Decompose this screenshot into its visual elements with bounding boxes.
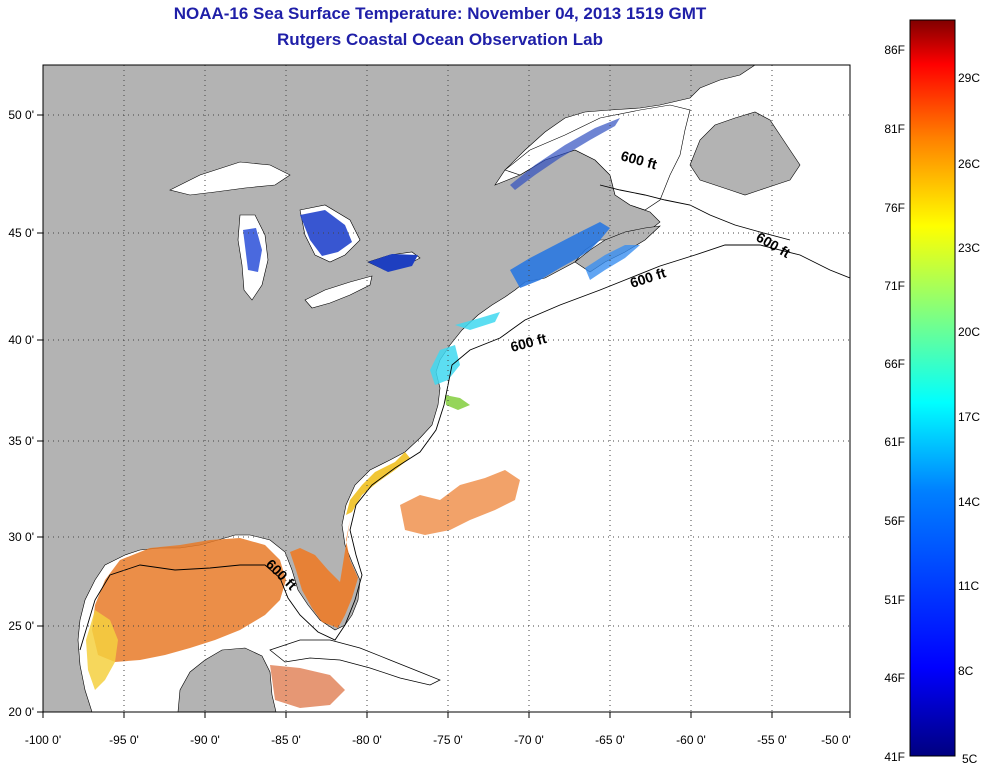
gulf-st-lawrence [504, 104, 691, 211]
sst-lake-michigan [243, 228, 262, 272]
colorbar-f-label: 66F [884, 357, 905, 371]
colorbar-f-label: 51F [884, 593, 905, 607]
sst-florida-east [290, 520, 358, 628]
colorbar-c-label: 26C [958, 157, 980, 171]
sst-st-lawrence [510, 118, 620, 190]
sst-gulf-coast-yellow [86, 610, 118, 690]
sst-lake-ontario [368, 254, 418, 272]
lon-tick-label: -70 0' [514, 733, 544, 747]
axis-ticks [37, 114, 851, 718]
sst-gulf-maine [510, 222, 610, 288]
lat-tick-label: 40 0' [8, 333, 34, 347]
lake-superior [169, 161, 291, 196]
map-frame [42, 64, 851, 713]
lon-tick-label: -55 0' [757, 733, 787, 747]
colorbar-f-label: 56F [884, 514, 905, 528]
lon-tick-label: -100 0' [25, 733, 61, 747]
colorbar-c-label: 14C [958, 495, 980, 509]
colorbar-f-label: 46F [884, 671, 905, 685]
lon-tick-label: -65 0' [595, 733, 625, 747]
colorbar-celsius-labels: 29C 26C 23C 20C 17C 14C 11C 8C 5C [958, 71, 980, 766]
chart-title: NOAA-16 Sea Surface Temperature: Novembe… [173, 4, 707, 23]
sst-scotian-shelf [585, 245, 640, 280]
lat-tick-label: 35 0' [8, 434, 34, 448]
sst-caribbean-patches [270, 665, 345, 708]
colorbar-f-label: 41F [884, 750, 905, 764]
colorbar-f-label: 71F [884, 279, 905, 293]
sst-mid-atlantic [430, 312, 500, 385]
sst-gulf-mexico [92, 538, 286, 662]
lon-tick-label: -50 0' [821, 733, 851, 747]
lake-erie [304, 275, 373, 309]
newfoundland-land [689, 111, 801, 196]
lon-tick-label: -75 0' [433, 733, 463, 747]
colorbar-c-label: 29C [958, 71, 980, 85]
lon-tick-label: -60 0' [676, 733, 706, 747]
latitude-labels: 20 0' 25 0' 30 0' 35 0' 40 0' 45 0' 50 0… [8, 108, 34, 719]
lon-tick-label: -90 0' [190, 733, 220, 747]
contour-600ft [79, 244, 850, 651]
colorbar-f-label: 61F [884, 435, 905, 449]
sst-great-lakes-cold [300, 210, 352, 256]
lat-tick-label: 45 0' [8, 226, 34, 240]
colorbar [909, 19, 956, 757]
colorbar-fahrenheit-labels: 86F 81F 76F 71F 66F 61F 56F 51F 46F 41F [884, 43, 905, 764]
lat-tick-label: 30 0' [8, 530, 34, 544]
sst-hatteras-green [445, 395, 470, 410]
colorbar-c-label: 20C [958, 325, 980, 339]
sst-carolina-coast [346, 452, 410, 515]
colorbar-c-label: 11C [958, 579, 979, 593]
lon-tick-label: -85 0' [271, 733, 301, 747]
colorbar-c-label: 17C [958, 410, 980, 424]
longitude-labels: -100 0' -95 0' -90 0' -85 0' -80 0' -75 … [25, 733, 851, 747]
lat-tick-label: 25 0' [8, 619, 34, 633]
colorbar-f-label: 86F [884, 43, 905, 57]
lat-tick-label: 20 0' [8, 705, 34, 719]
yucatan-land [177, 647, 277, 712]
lat-tick-label: 50 0' [8, 108, 34, 122]
colorbar-f-label: 81F [884, 122, 905, 136]
colorbar-c-label: 8C [958, 664, 974, 678]
colorbar-c-label: 5C [962, 752, 978, 766]
map-layers: 600 ft 600 ft 600 ft 600 ft 600 ft [43, 65, 850, 712]
colorbar-c-label: 23C [958, 241, 980, 255]
colorbar-f-label: 76F [884, 201, 905, 215]
lon-tick-label: -80 0' [352, 733, 382, 747]
contour-600ft-north [599, 184, 791, 241]
cuba-land [269, 639, 441, 686]
chart-subtitle: Rutgers Coastal Ocean Observation Lab [277, 30, 603, 49]
lon-tick-label: -95 0' [109, 733, 139, 747]
sst-gulf-stream-patches [400, 470, 520, 535]
